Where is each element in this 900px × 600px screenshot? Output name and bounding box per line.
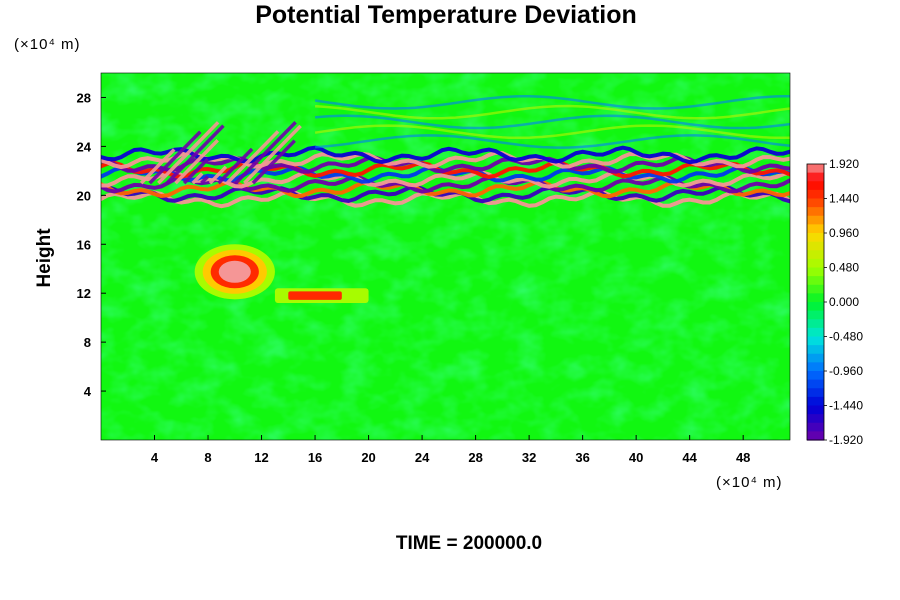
colorbar-swatch (807, 345, 824, 355)
wave-packet (182, 157, 209, 185)
blob-ring (218, 260, 251, 283)
colorbar-swatch (807, 371, 824, 381)
wave-packet (208, 165, 228, 185)
band-line (101, 189, 790, 209)
upper-wave (315, 104, 790, 120)
colorbar-swatch (807, 284, 824, 294)
colorbar-tick-label: 0.480 (829, 261, 859, 275)
x-tick-label: 28 (468, 450, 482, 465)
upper-wave (314, 114, 790, 130)
y-axis-label: Height (34, 228, 55, 288)
plot-frame (100, 72, 791, 441)
colorbar-tick-label: -0.960 (829, 364, 863, 378)
x-tick-label: 40 (629, 450, 643, 465)
x-tick-label: 32 (522, 450, 536, 465)
colorbar-swatch (807, 310, 824, 320)
wave-packet (200, 175, 210, 185)
colorbar-swatch (807, 267, 824, 277)
colorbar-swatch (807, 189, 824, 200)
band-line (101, 145, 790, 165)
colorbar-tick-label: 0.000 (829, 295, 859, 309)
colorbar-tick-label: -1.440 (829, 399, 863, 413)
heatmap-features (101, 95, 790, 303)
colorbar-swatch (807, 164, 824, 174)
x-tick-label: 4 (151, 450, 159, 465)
positive-streak-core (288, 291, 342, 300)
x-tick-label: 8 (204, 450, 211, 465)
y-axis-unit: (×10⁴ m) (14, 36, 81, 53)
colorbar-tick-label: 0.960 (829, 226, 859, 240)
colorbar-swatch (807, 302, 824, 312)
x-tick-label: 16 (308, 450, 322, 465)
colorbar-swatch (807, 233, 824, 243)
colorbar-swatch (807, 181, 824, 191)
colorbar-swatch (807, 172, 824, 182)
colorbar: 1.920 1.440 0.960 0.480 0.000 -0.480 -0.960 -1.… (806, 157, 863, 447)
y-tick-label: 20 (77, 188, 91, 203)
y-tick-label: 28 (77, 90, 91, 105)
wave-packet (243, 124, 302, 185)
colorbar-swatch (807, 379, 824, 389)
y-tick-label: 8 (84, 335, 91, 350)
colorbar-swatch (807, 241, 824, 251)
colorbar-swatch (807, 388, 824, 398)
y-tick-label: 12 (77, 286, 91, 301)
colorbar-tick-label: 1.440 (829, 192, 859, 206)
x-tick-label: 20 (361, 450, 375, 465)
upper-wave (314, 124, 790, 140)
heatmap-plot-area (101, 73, 790, 440)
wave-packet (165, 124, 225, 185)
band-line (101, 155, 790, 174)
colorbar-swatch (807, 422, 824, 432)
wave-packet (174, 139, 219, 185)
colorbar-swatch (807, 327, 824, 338)
colorbar-swatch (807, 276, 824, 286)
colorbar-swatch (807, 336, 824, 346)
x-axis-unit: (×10⁴ m) (716, 474, 783, 491)
wave-packet (148, 130, 202, 185)
colorbar-tick-label: 1.920 (829, 157, 859, 171)
colorbar-swatch (807, 362, 824, 372)
chart-title: Potential Temperature Deviation (255, 1, 637, 29)
wave-packet (139, 148, 176, 185)
colorbar-swatch (807, 224, 824, 234)
colorbar-swatch (807, 258, 824, 269)
x-tick-label: 44 (682, 450, 697, 465)
x-tick-label: 48 (736, 450, 750, 465)
colorbar-swatch (807, 353, 824, 363)
colorbar-swatch (807, 250, 824, 260)
x-tick-label: 24 (415, 450, 430, 465)
colorbar-swatch (807, 405, 824, 415)
wave-packet (191, 172, 204, 185)
x-tick-label: 12 (254, 450, 268, 465)
wave-packet (234, 121, 297, 185)
upper-wave (314, 95, 790, 110)
colorbar-tick-label: -1.920 (829, 433, 863, 447)
colorbar-swatch (807, 198, 824, 208)
upper-wave (315, 134, 790, 149)
colorbar-tick-label: -0.480 (829, 330, 863, 344)
colorbar-swatch (807, 293, 824, 303)
y-axis: 4 8 12 16 20 24 28 (77, 90, 106, 399)
wave-packet (251, 139, 296, 185)
colorbar-swatch (807, 396, 824, 407)
colorbar-swatch (807, 414, 824, 424)
time-annotation: TIME = 200000.0 (396, 533, 542, 554)
colorbar-swatch (807, 215, 824, 225)
colorbar-swatch (807, 207, 824, 217)
x-tick-label: 36 (575, 450, 589, 465)
y-tick-label: 4 (84, 384, 92, 399)
colorbar-swatch (807, 319, 824, 329)
band-line (101, 184, 790, 204)
x-axis: 4 8 12 16 20 24 28 32 36 40 44 48 (151, 435, 750, 465)
colorbar-swatch (807, 431, 824, 441)
wave-packet (217, 147, 254, 185)
wave-packet (225, 130, 280, 185)
y-tick-label: 16 (77, 237, 91, 252)
y-tick-label: 24 (77, 139, 92, 154)
wave-packet (157, 121, 220, 185)
